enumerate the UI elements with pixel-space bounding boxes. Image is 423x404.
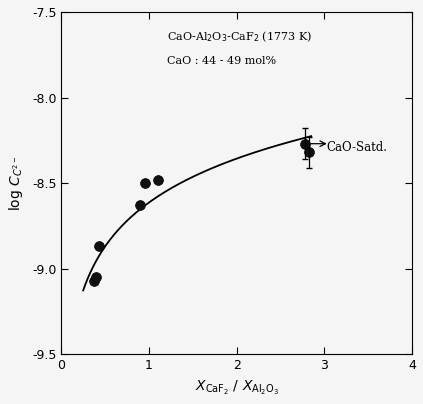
Text: CaO : 44 - 49 mol%: CaO : 44 - 49 mol% [167,57,276,66]
Point [305,149,312,156]
Text: CaO-Al$_2$O$_3$-CaF$_2$ (1773 K): CaO-Al$_2$O$_3$-CaF$_2$ (1773 K) [167,29,312,44]
Point [91,278,97,284]
Point [137,202,143,208]
X-axis label: $X_{\mathrm{CaF_2}}$ / $X_{\mathrm{Al_2O_3}}$: $X_{\mathrm{CaF_2}}$ / $X_{\mathrm{Al_2O… [195,379,279,397]
Point [141,180,148,186]
Point [154,177,161,183]
Point [96,243,102,250]
Text: CaO-Satd.: CaO-Satd. [326,141,387,154]
Y-axis label: log $C_{C^{2-}}$: log $C_{C^{2-}}$ [7,156,25,211]
Point [93,274,100,280]
Point [302,141,308,147]
